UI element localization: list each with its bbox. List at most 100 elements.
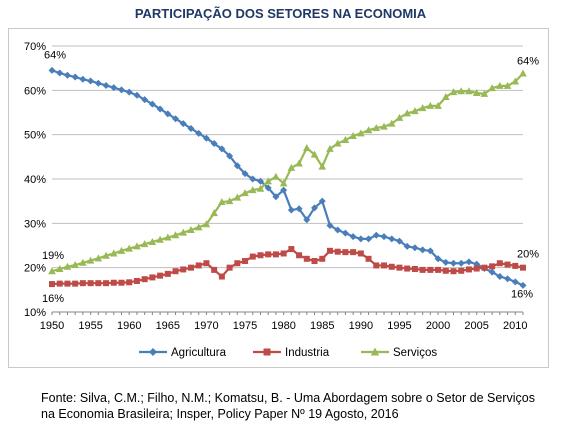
data-point-servicos — [94, 254, 103, 262]
data-point-agricultura — [511, 278, 519, 286]
data-point-agricultura — [442, 258, 450, 266]
data-point-industria — [435, 266, 442, 273]
data-point-industria — [103, 280, 110, 287]
data-point-agricultura — [287, 206, 295, 214]
data-point-servicos — [395, 113, 404, 121]
data-point-agricultura — [411, 244, 419, 252]
data-point-industria — [450, 268, 457, 275]
data-point-agricultura — [233, 162, 241, 170]
data-point-servicos — [187, 225, 195, 233]
series-line-industria — [51, 247, 524, 286]
data-point-agricultura — [457, 259, 465, 267]
data-point-industria — [512, 262, 519, 269]
legend-label: Industria — [285, 347, 330, 359]
data-point-agricultura — [519, 281, 527, 289]
data-point-servicos — [357, 129, 365, 137]
data-point-servicos — [109, 249, 118, 257]
data-point-industria — [164, 270, 171, 277]
data-point-servicos — [241, 189, 249, 197]
data-point-industria — [203, 260, 210, 267]
data-point-industria — [319, 255, 326, 262]
data-point-industria — [404, 265, 411, 272]
data-point-agricultura — [395, 237, 403, 245]
data-point-agricultura — [133, 91, 141, 99]
legend-marker — [149, 348, 157, 356]
data-point-servicos — [488, 84, 496, 92]
data-point-industria — [265, 251, 272, 258]
data-point-industria — [388, 263, 395, 270]
data-point-agricultura — [48, 66, 56, 74]
data-point-agricultura — [311, 204, 319, 212]
data-point-servicos — [372, 124, 381, 132]
data-point-agricultura — [341, 229, 349, 237]
data-point-industria — [427, 266, 434, 273]
data-point-agricultura — [380, 233, 388, 241]
data-point-servicos — [387, 119, 396, 127]
data-point-agricultura — [87, 77, 95, 85]
data-point-agricultura — [218, 145, 226, 153]
data-point-servicos — [133, 242, 141, 250]
data-point-agricultura — [388, 235, 396, 243]
legend-label: Serviços — [393, 347, 437, 359]
data-point-industria — [442, 267, 449, 274]
source-note: Fonte: Silva, C.M.; Filho, N.M.; Komatsu… — [41, 391, 535, 421]
chart-title: PARTICIPAÇÃO DOS SETORES NA ECONOMIA — [134, 6, 427, 21]
data-point-servicos — [164, 233, 172, 241]
data-point-industria — [157, 272, 164, 279]
data-point-industria — [311, 258, 318, 265]
data-point-industria — [64, 280, 71, 287]
data-point-agricultura — [465, 258, 473, 266]
data-point-servicos — [349, 131, 357, 139]
data-point-servicos — [295, 159, 303, 167]
y-tick-label: 50% — [24, 130, 46, 142]
data-point-servicos — [48, 267, 56, 275]
data-point-agricultura — [365, 235, 373, 243]
data-point-servicos — [125, 244, 134, 252]
data-label: 64% — [44, 49, 66, 61]
legend-label: Agricultura — [171, 347, 227, 359]
data-point-industria — [79, 280, 86, 287]
data-point-industria — [72, 280, 79, 287]
data-point-agricultura — [102, 81, 110, 89]
x-tick-label: 1985 — [310, 320, 334, 332]
data-point-servicos — [496, 81, 504, 89]
data-point-servicos — [256, 184, 265, 192]
x-tick-label: 2005 — [464, 320, 488, 332]
data-point-agricultura — [272, 193, 280, 201]
data-point-servicos — [480, 89, 489, 97]
data-point-servicos — [465, 87, 473, 95]
data-point-agricultura — [318, 197, 326, 205]
data-point-industria — [172, 268, 179, 275]
data-point-servicos — [411, 107, 419, 115]
data-point-agricultura — [71, 73, 79, 81]
data-point-servicos — [218, 198, 226, 206]
data-point-industria — [342, 249, 349, 256]
data-point-servicos — [457, 87, 466, 95]
data-point-industria — [481, 264, 488, 271]
x-tick-label: 1950 — [40, 320, 64, 332]
data-point-industria — [141, 276, 148, 283]
data-point-servicos — [364, 126, 373, 134]
data-point-agricultura — [450, 259, 458, 267]
data-point-agricultura — [349, 233, 357, 241]
series-line-servicos — [51, 72, 524, 273]
y-tick-label: 20% — [24, 263, 46, 275]
data-point-industria — [350, 249, 357, 256]
data-point-industria — [56, 280, 63, 287]
data-point-agricultura — [117, 86, 125, 94]
data-point-industria — [180, 266, 187, 273]
data-point-industria — [489, 263, 496, 270]
data-point-servicos — [148, 237, 157, 245]
data-point-agricultura — [280, 186, 288, 194]
data-point-agricultura — [295, 205, 303, 213]
y-tick-label: 30% — [24, 218, 46, 230]
data-point-servicos — [179, 228, 188, 236]
data-point-agricultura — [226, 152, 234, 160]
y-tick-label: 10% — [24, 307, 46, 319]
data-point-servicos — [156, 235, 164, 243]
data-point-industria — [249, 253, 256, 260]
data-point-agricultura — [334, 226, 342, 234]
data-point-industria — [381, 262, 388, 269]
data-point-industria — [496, 260, 503, 267]
data-point-servicos — [511, 77, 520, 85]
